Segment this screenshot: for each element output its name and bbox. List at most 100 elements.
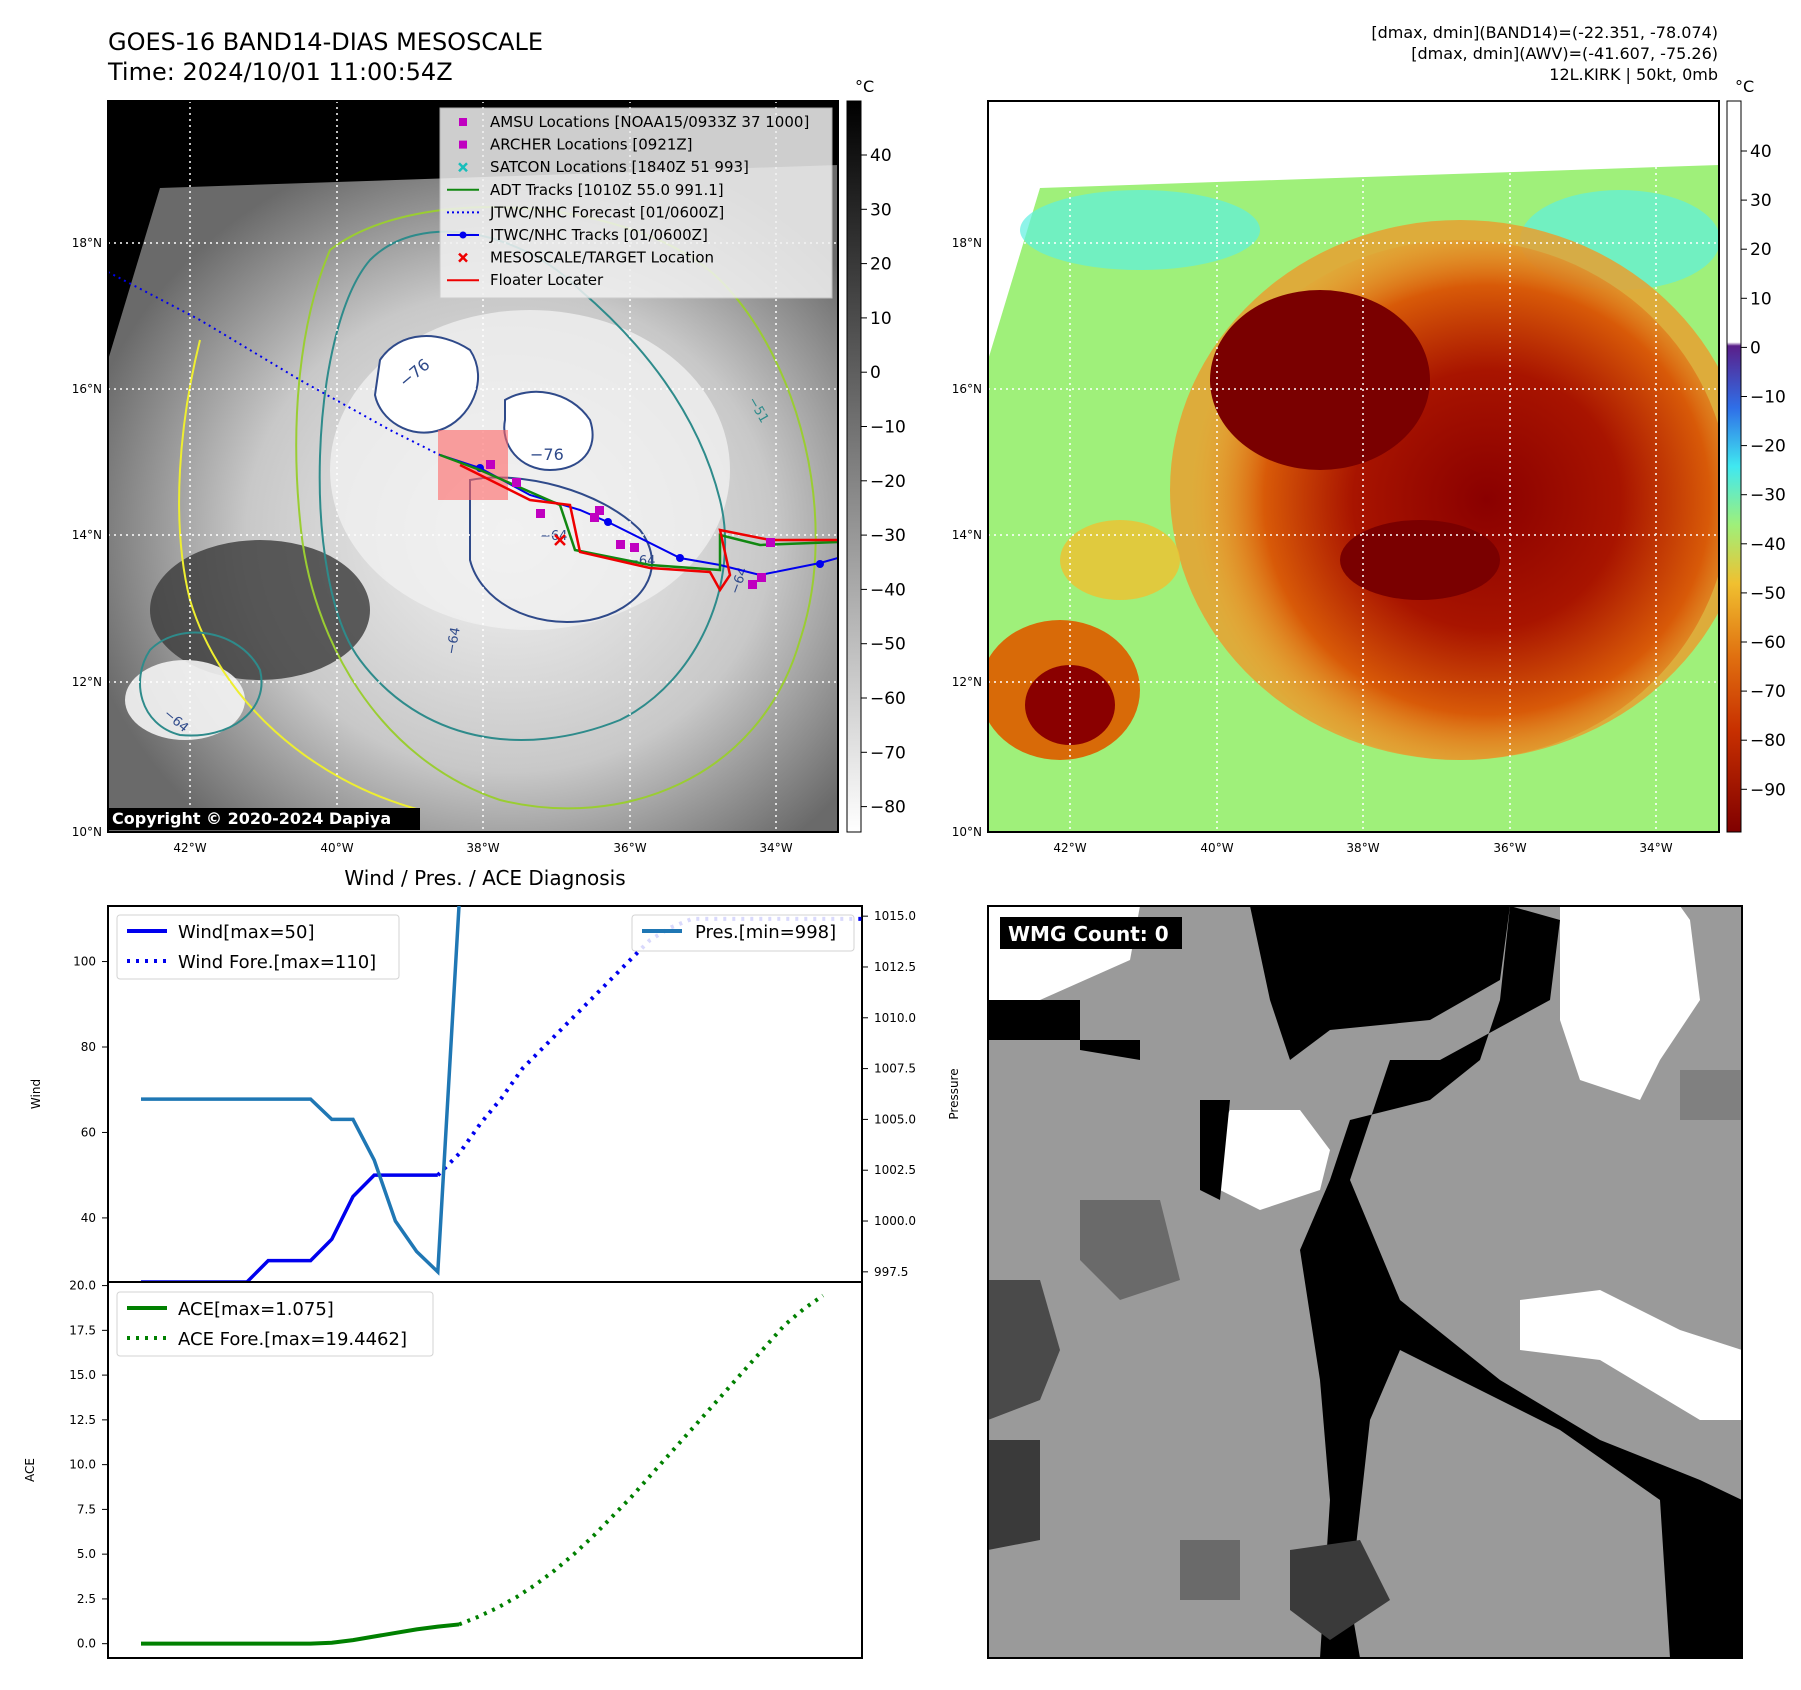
- pressure-ytick-label: 1005.0: [874, 1112, 916, 1126]
- lon-tick-label: 42°W: [173, 841, 206, 855]
- wmg-block: [988, 1440, 1040, 1550]
- map-legend-item: MESOSCALE/TARGET Location: [458, 249, 714, 267]
- colorbar-tick-label: −80: [870, 798, 906, 818]
- lon-tick-label: 36°W: [1493, 841, 1526, 855]
- pressure-ytick-label: 1012.5: [874, 960, 916, 974]
- map-legend: AMSU Locations [NOAA15/0933Z 37 1000] ARC…: [439, 107, 833, 299]
- colorbar-tick-label: 10: [1750, 289, 1772, 309]
- wmg-label-background: [1000, 917, 1182, 949]
- pressure-legend: Pres.[min=998]: [631, 914, 855, 952]
- ace-ytick-label: 2.5: [77, 1592, 96, 1606]
- contour-label: −64: [444, 626, 464, 656]
- figure-title: GOES-16 BAND14-DIAS MESOSCALE: [108, 28, 543, 56]
- wmg-block: [1210, 1110, 1330, 1210]
- enhanced-map-frame: [987, 100, 1720, 833]
- map-gridlines: [988, 101, 1719, 832]
- wind-ytick-label: 60: [81, 1125, 96, 1139]
- map-legend-label: JTWC/NHC Forecast [01/0600Z]: [489, 203, 724, 221]
- colorbar-tick-label: −70: [1750, 682, 1786, 702]
- ace-ytick-label: 0.0: [77, 1637, 96, 1651]
- map-legend-label: ADT Tracks [1010Z 55.0 991.1]: [490, 181, 724, 199]
- colorbar-unit: °C: [1735, 77, 1754, 96]
- wmg-panel: WMG Count: 0: [987, 905, 1743, 1659]
- ace-fore-legend-label: ACE Fore.[max=19.4462]: [178, 1329, 407, 1350]
- info-line-3: 12L.KIRK | 50kt, 0mb: [1549, 65, 1718, 84]
- pressure-ytick-label: 1010.0: [874, 1011, 916, 1025]
- wind-legend-label: Wind[max=50]: [178, 922, 315, 943]
- wmg-block: [988, 1000, 1140, 1060]
- colorbar-tick-label: 40: [870, 146, 892, 166]
- map-legend-item: ADT Tracks [1010Z 55.0 991.1]: [447, 181, 724, 199]
- lon-tick-label: 40°W: [320, 841, 353, 855]
- pressure-ylabel: Pressure: [947, 1068, 961, 1119]
- map-legend-label: AMSU Locations [NOAA15/0933Z 37 1000]: [490, 113, 809, 131]
- map-legend-label: JTWC/NHC Tracks [01/0600Z]: [489, 226, 708, 244]
- lat-tick-label: 10°N: [952, 825, 982, 839]
- info-line-1: [dmax, dmin](BAND14)=(-22.351, -78.074): [1371, 23, 1718, 42]
- map-legend-label: ARCHER Locations [0921Z]: [490, 136, 693, 154]
- pressure-ytick-label: 997.5: [874, 1265, 908, 1279]
- lat-tick-label: 14°N: [952, 528, 982, 542]
- colorbar-grayscale: [846, 100, 862, 833]
- wind-ylabel: Wind: [29, 1079, 43, 1109]
- colorbar-tick-label: −60: [870, 689, 906, 709]
- ace-ytick-label: 17.5: [69, 1323, 96, 1337]
- wmg-block: [1180, 1540, 1240, 1600]
- ace-ytick-label: 20.0: [69, 1279, 96, 1293]
- pressure-line: [141, 906, 461, 1276]
- lon-tick-label: 40°W: [1200, 841, 1233, 855]
- colorbar-tick-label: −70: [870, 743, 906, 763]
- colorbar-tick-label: −30: [1750, 486, 1786, 506]
- wind-fore-legend-label: Wind Fore.[max=110]: [178, 952, 376, 973]
- legend-square-icon: [459, 140, 467, 149]
- wmg-block: [1080, 1200, 1180, 1300]
- ace-ytick-label: 10.0: [69, 1458, 96, 1472]
- legend-dot-icon: [459, 231, 467, 239]
- lat-tick-label: 14°N: [72, 528, 102, 542]
- colorbar-unit: °C: [855, 77, 874, 96]
- colorbar-tick-label: −90: [1750, 780, 1786, 800]
- copyright-background: [108, 808, 420, 830]
- colorbar-tick-label: −30: [870, 526, 906, 546]
- colorbar-tick-label: 0: [1750, 338, 1761, 358]
- legend-x-icon: [458, 252, 468, 263]
- colorbar-ticks: 40 30 20 10 0 −10 −20 −30 −40 −50 −60 −70 −80 −90: [1741, 142, 1786, 800]
- wmg-count-label: WMG Count: 0: [1008, 922, 1169, 946]
- wind-legend: Wind[max=50] Wind Fore.[max=110]: [116, 914, 400, 980]
- ace-ytick-label: 15.0: [69, 1368, 96, 1382]
- colorbar-tick-label: 30: [870, 200, 892, 220]
- ace-observed-line: [141, 1622, 460, 1646]
- map-legend-item: Floater Locater: [447, 271, 604, 289]
- wind-ytick-label: 40: [81, 1211, 96, 1225]
- lat-tick-label: 16°N: [952, 382, 982, 396]
- wmg-frame: [987, 905, 1743, 1659]
- legend-square-icon: [459, 118, 467, 126]
- wmg-block: [988, 1280, 1060, 1420]
- pressure-ytick-label: 1000.0: [874, 1214, 916, 1228]
- pressure-ytick-label: 1007.5: [874, 1062, 916, 1076]
- colorbar-tick-label: 20: [870, 255, 892, 275]
- legend-x-icon: [458, 162, 468, 173]
- colorbar-ticks: 40 30 20 10 0 −10 −20 −30 −40 −50 −60 −70 −80: [861, 146, 906, 818]
- wind-panel-title: Wind / Pres. / ACE Diagnosis: [344, 866, 625, 890]
- colorbar-tick-label: −80: [1750, 731, 1786, 751]
- wmg-block: [1250, 906, 1510, 1060]
- lon-tick-label: 34°W: [1639, 841, 1672, 855]
- wind-yticks: 40 60 80 100: [73, 955, 108, 1225]
- colorbar-tick-label: −20: [870, 472, 906, 492]
- mesoscale-target-marker: [554, 534, 566, 546]
- ace-legend: ACE[max=1.075] ACE Fore.[max=19.4462]: [116, 1291, 434, 1357]
- ace-ytick-label: 7.5: [77, 1502, 96, 1516]
- cold-top-1: [1210, 290, 1430, 470]
- colorbar-tick-label: −50: [1750, 584, 1786, 604]
- colorbar-tick-label: 10: [870, 309, 892, 329]
- wmg-block: [1520, 1290, 1742, 1420]
- pressure-ytick-label: 1015.0: [874, 909, 916, 923]
- archer-markers: [486, 460, 775, 589]
- wmg-block: [1560, 906, 1700, 1100]
- ace-yticks: 0.0 2.5 5.0 7.5 10.0 12.5 15.0 17.5 20.0: [69, 1279, 108, 1651]
- lon-tick-label: 38°W: [1346, 841, 1379, 855]
- cold-top-3: [1025, 665, 1115, 745]
- pressure-legend-label: Pres.[min=998]: [695, 922, 836, 943]
- contour-inner: [469, 476, 653, 623]
